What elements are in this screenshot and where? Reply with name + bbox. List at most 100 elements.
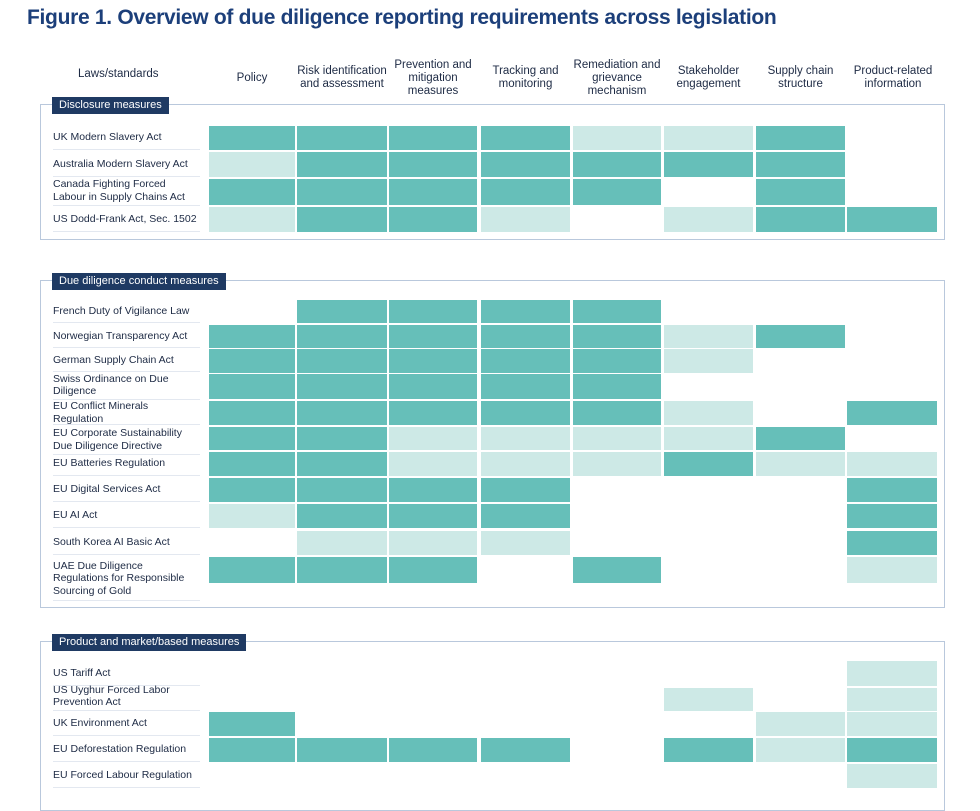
requirement-full-cell [297,179,387,205]
law-name: US Uyghur Forced Labor Prevention Act [53,682,200,711]
requirement-full-cell [756,325,845,348]
requirement-full-cell [209,179,295,205]
requirement-partial-cell [573,452,661,476]
requirement-full-cell [756,126,845,150]
requirement-full-cell [209,738,295,762]
requirement-full-cell [209,374,295,399]
law-name: South Korea AI Basic Act [53,531,200,555]
requirement-full-cell [481,179,570,205]
requirement-partial-cell [847,557,937,583]
column-header: Risk identification and assessment [297,65,387,90]
law-name: EU Digital Services Act [53,478,200,502]
law-name: EU Conflict Minerals Regulation [53,400,200,425]
requirement-full-cell [756,427,845,450]
law-name: Australia Modern Slavery Act [53,152,200,177]
law-name: Norwegian Transparency Act [53,325,200,348]
requirement-partial-cell [664,401,753,425]
requirement-full-cell [481,300,570,323]
requirement-partial-cell [481,452,570,476]
requirement-partial-cell [389,452,477,476]
requirement-full-cell [389,478,477,502]
law-name: EU Forced Labour Regulation [53,764,200,788]
requirement-full-cell [847,531,937,555]
requirement-full-cell [297,152,387,177]
section-label: Disclosure measures [52,97,169,114]
requirement-full-cell [209,557,295,583]
requirement-full-cell [481,478,570,502]
requirement-full-cell [297,504,387,528]
requirement-full-cell [664,152,753,177]
requirement-partial-cell [389,531,477,555]
law-name: EU Batteries Regulation [53,452,200,476]
requirement-full-cell [389,374,477,399]
requirement-full-cell [209,712,295,736]
requirement-full-cell [481,504,570,528]
requirement-full-cell [481,152,570,177]
requirement-full-cell [481,349,570,373]
requirement-partial-cell [664,688,753,711]
requirement-full-cell [389,504,477,528]
section-label: Product and market/based measures [52,634,247,651]
header-laws-standards: Laws/standards [78,67,159,80]
column-header: Product-related information [853,65,933,90]
requirement-full-cell [847,478,937,502]
requirement-full-cell [297,557,387,583]
requirement-partial-cell [573,427,661,450]
requirement-partial-cell [847,661,937,686]
requirement-partial-cell [847,764,937,788]
law-name: UK Modern Slavery Act [53,126,200,150]
requirement-full-cell [297,126,387,150]
requirement-partial-cell [481,531,570,555]
requirement-partial-cell [209,504,295,528]
law-name: EU AI Act [53,504,200,528]
requirement-partial-cell [573,126,661,150]
requirement-full-cell [481,401,570,425]
requirement-partial-cell [756,712,845,736]
section-box [40,104,945,240]
requirement-full-cell [297,478,387,502]
requirement-full-cell [297,427,387,450]
column-header: Stakeholder engagement [676,65,741,90]
column-header: Tracking and monitoring [492,65,559,90]
requirement-partial-cell [481,207,570,232]
requirement-partial-cell [664,126,753,150]
requirement-full-cell [209,126,295,150]
law-name: Canada Fighting Forced Labour in Supply … [53,176,200,206]
requirement-partial-cell [209,152,295,177]
requirement-full-cell [209,478,295,502]
law-name: Swiss Ordinance on Due Diligence [53,371,200,400]
requirement-full-cell [297,374,387,399]
law-name: US Tariff Act [53,661,200,686]
requirement-full-cell [481,325,570,348]
requirement-full-cell [847,207,937,232]
requirement-full-cell [209,452,295,476]
section-box [40,280,945,608]
requirement-full-cell [297,300,387,323]
requirement-full-cell [297,452,387,476]
requirement-full-cell [389,300,477,323]
requirement-full-cell [847,401,937,425]
requirement-full-cell [209,325,295,348]
requirement-full-cell [756,207,845,232]
law-name: French Duty of Vigilance Law [53,300,200,323]
requirement-partial-cell [389,427,477,450]
section-label: Due diligence conduct measures [52,273,226,290]
requirement-partial-cell [664,349,753,373]
requirement-full-cell [847,504,937,528]
requirement-full-cell [389,126,477,150]
requirement-full-cell [389,401,477,425]
requirement-full-cell [481,126,570,150]
requirement-full-cell [481,374,570,399]
requirement-partial-cell [847,712,937,736]
requirement-full-cell [847,738,937,762]
requirement-partial-cell [756,452,845,476]
requirement-full-cell [297,349,387,373]
requirement-full-cell [389,557,477,583]
requirement-full-cell [664,452,753,476]
requirement-partial-cell [664,427,753,450]
requirement-partial-cell [481,427,570,450]
column-header: Prevention and mitigation measures [394,58,472,97]
requirement-full-cell [209,427,295,450]
law-name: UAE Due Diligence Regulations for Respon… [53,557,200,601]
requirement-full-cell [389,179,477,205]
